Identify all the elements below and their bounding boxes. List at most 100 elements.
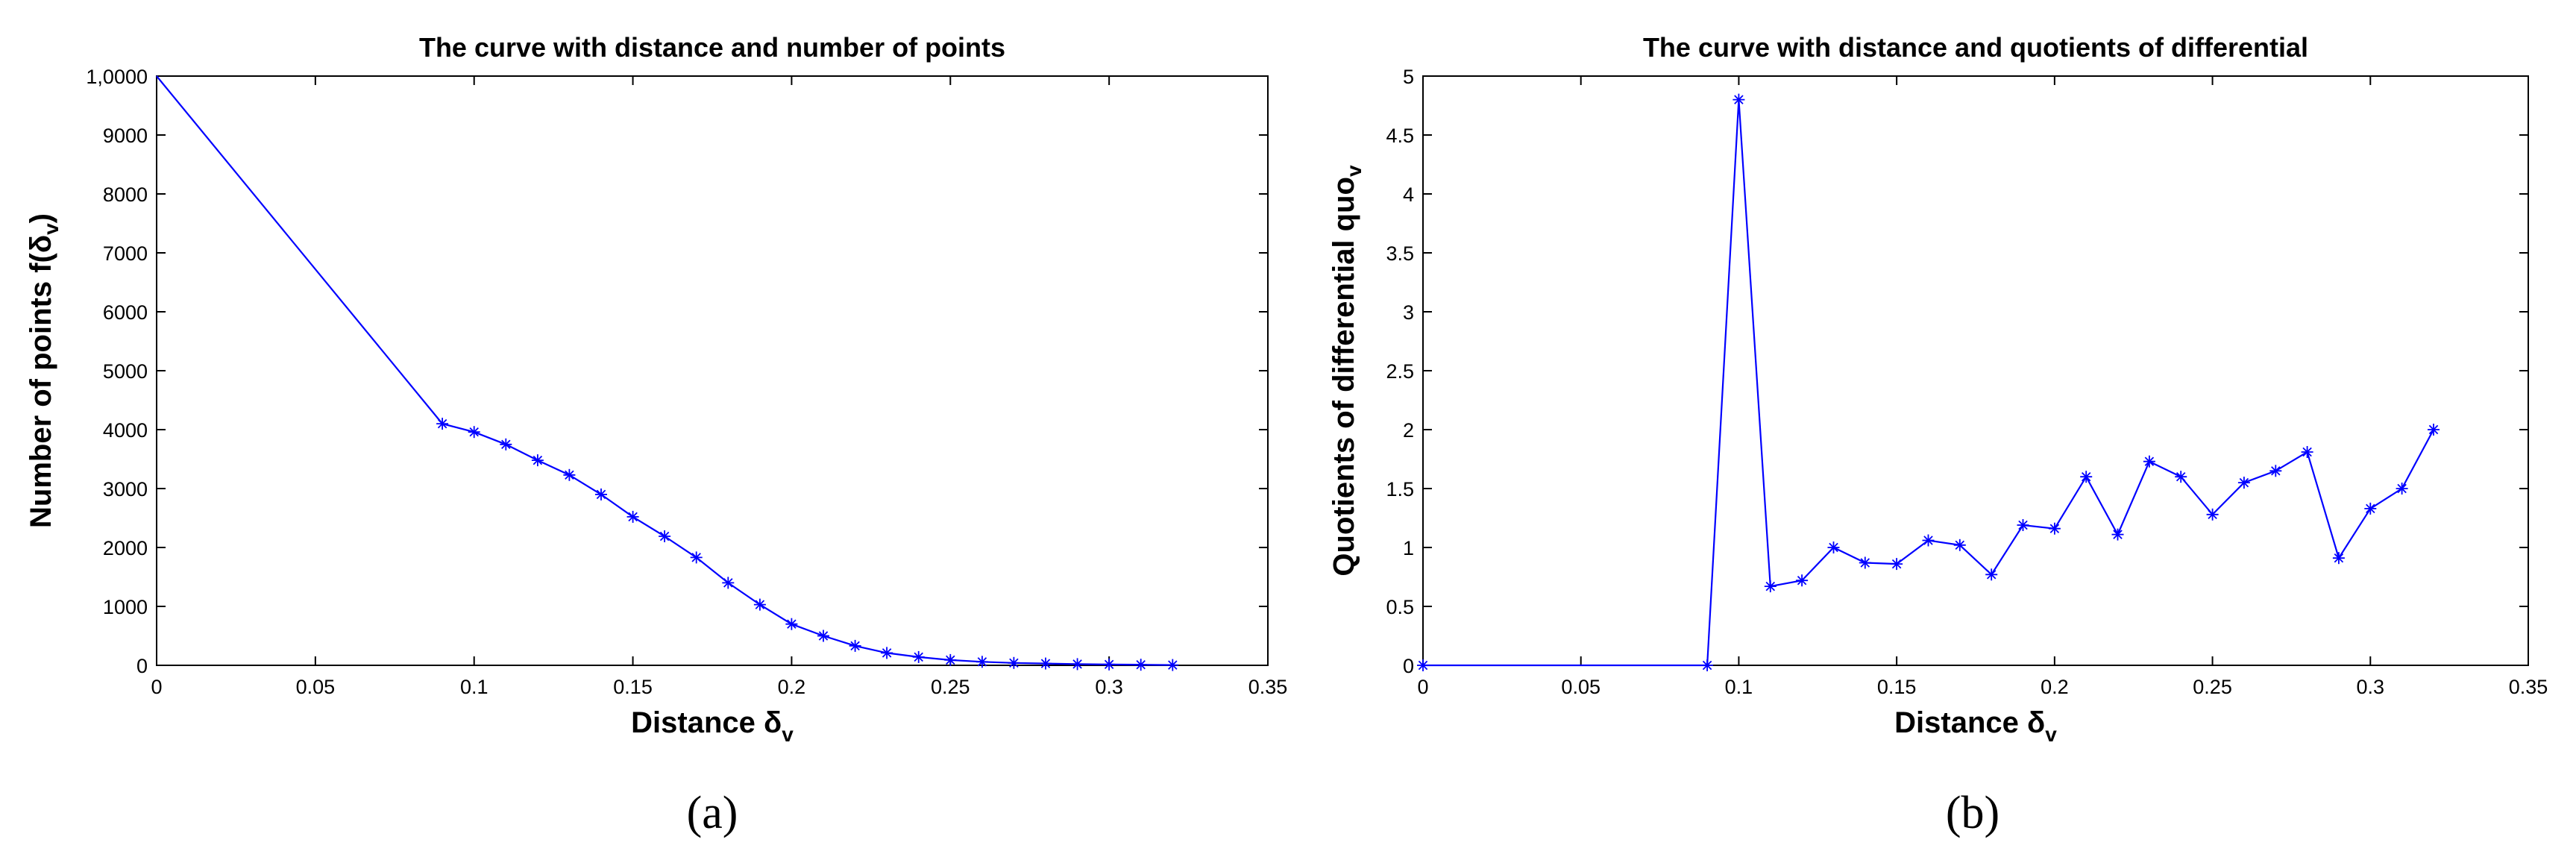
asterisk-stroke xyxy=(2239,477,2249,488)
data-point-marker xyxy=(2364,502,2377,515)
y-tick-label: 1 xyxy=(1403,537,1414,559)
data-point-marker xyxy=(1732,93,1745,106)
x-tick-label: 0.25 xyxy=(2193,676,2232,698)
y-tick-label: 4.5 xyxy=(1386,125,1414,147)
data-point-marker xyxy=(976,656,988,668)
data-point-marker xyxy=(2048,522,2061,535)
data-point-marker xyxy=(2237,477,2250,489)
asterisk-stroke xyxy=(2366,503,2375,514)
asterisk-stroke xyxy=(1168,660,1178,670)
asterisk-stroke xyxy=(691,553,701,562)
x-tick-label: 0 xyxy=(1417,676,1428,698)
y-tick-label: 9000 xyxy=(103,125,148,147)
y-axis-label: Number of points f(δv) xyxy=(25,213,63,528)
data-point-marker xyxy=(436,418,449,430)
x-tick-label: 0.3 xyxy=(1095,676,1123,698)
data-point-marker xyxy=(1764,580,1777,593)
data-point-marker xyxy=(1891,558,1903,571)
asterisk-stroke xyxy=(818,631,829,641)
x-tick-label: 0.35 xyxy=(1248,676,1288,698)
data-point-marker xyxy=(1071,658,1084,671)
asterisk-stroke xyxy=(1136,659,1146,670)
x-axis-label-subscript: v xyxy=(782,723,794,746)
asterisk-stroke xyxy=(2176,471,2186,482)
asterisk-stroke xyxy=(1072,659,1082,669)
asterisk-stroke xyxy=(2081,471,2091,482)
asterisk-stroke xyxy=(882,648,892,658)
data-point-marker xyxy=(2269,465,2282,477)
y-tick-label: 7000 xyxy=(103,242,148,265)
asterisk-stroke xyxy=(914,652,923,662)
x-tick-label: 0.1 xyxy=(460,676,489,698)
asterisk-stroke xyxy=(1986,570,1997,580)
x-axis-label-text: Distance δ xyxy=(631,706,782,739)
y-tick-label: 1,0000 xyxy=(86,66,148,88)
x-tick-label: 0.05 xyxy=(1561,676,1600,698)
y-tick-label: 2000 xyxy=(103,537,148,559)
x-tick-label: 0.2 xyxy=(778,676,806,698)
x-tick-label: 0.3 xyxy=(2357,676,2385,698)
data-point-marker xyxy=(2396,483,2408,495)
data-point-marker xyxy=(1796,574,1809,587)
asterisk-stroke xyxy=(755,600,765,609)
data-point-marker xyxy=(500,438,512,451)
y-tick-label: 0 xyxy=(1403,655,1414,677)
y-tick-label: 1.5 xyxy=(1386,478,1414,500)
data-point-marker xyxy=(1953,539,1966,551)
asterisk-stroke xyxy=(533,455,543,465)
asterisk-stroke xyxy=(1923,536,1933,545)
data-point-marker xyxy=(1985,568,1998,581)
chart-title: The curve with distance and quotients of… xyxy=(1643,32,2308,63)
asterisk-stroke xyxy=(437,418,447,429)
plot-area-frame xyxy=(156,75,1269,666)
data-point-marker xyxy=(2017,519,2029,531)
asterisk-stroke xyxy=(1418,660,1428,671)
asterisk-stroke xyxy=(2397,483,2407,494)
asterisk-stroke xyxy=(1860,558,1870,568)
chart-panel-a: The curve with distance and number of po… xyxy=(25,32,1287,838)
asterisk-stroke xyxy=(596,489,606,500)
y-tick-label: 6000 xyxy=(103,301,148,324)
asterisk-stroke xyxy=(1797,575,1807,586)
asterisk-stroke xyxy=(659,531,670,542)
y-tick-label: 0.5 xyxy=(1386,596,1414,618)
data-point-marker xyxy=(2428,424,2440,436)
y-tick-label: 8000 xyxy=(103,183,148,206)
y-tick-label: 4000 xyxy=(103,419,148,442)
x-axis-label-text: Distance δ xyxy=(1894,706,2045,739)
y-tick-label: 2 xyxy=(1403,419,1414,442)
asterisk-stroke xyxy=(2334,553,2344,563)
y-axis-label-subscript: v xyxy=(40,223,63,235)
x-tick-label: 0.2 xyxy=(2041,676,2069,698)
data-point-marker xyxy=(1103,658,1116,671)
asterisk-stroke xyxy=(2018,520,2028,530)
y-tick-label: 0 xyxy=(136,655,148,677)
x-tick-label: 0.1 xyxy=(1725,676,1753,698)
asterisk-stroke xyxy=(469,427,479,437)
plot-area-frame xyxy=(1422,75,2529,666)
x-tick-label: 0.15 xyxy=(1877,676,1917,698)
asterisk-stroke xyxy=(2113,530,2123,539)
asterisk-stroke xyxy=(628,512,638,522)
data-point-marker xyxy=(1008,656,1020,669)
asterisk-stroke xyxy=(1891,559,1902,569)
data-point-marker xyxy=(785,618,798,630)
asterisk-stroke xyxy=(946,655,955,665)
data-point-marker xyxy=(1859,556,1871,569)
data-point-marker xyxy=(690,551,703,564)
x-axis-label-subscript: v xyxy=(2045,723,2057,746)
asterisk-stroke xyxy=(1009,658,1019,668)
y-tick-label: 4 xyxy=(1403,183,1414,206)
data-point-marker xyxy=(849,639,861,652)
data-point-marker xyxy=(1040,657,1052,670)
chart-panel-b: The curve with distance and quotients of… xyxy=(1328,32,2548,838)
asterisk-stroke xyxy=(1829,542,1838,553)
chart-title: The curve with distance and number of po… xyxy=(419,32,1005,63)
x-axis-label: Distance δv xyxy=(631,706,794,746)
asterisk-stroke xyxy=(565,470,574,480)
data-point-marker xyxy=(944,653,957,666)
data-point-marker xyxy=(563,468,576,481)
data-point-marker xyxy=(1166,659,1179,671)
data-point-marker xyxy=(753,598,766,611)
